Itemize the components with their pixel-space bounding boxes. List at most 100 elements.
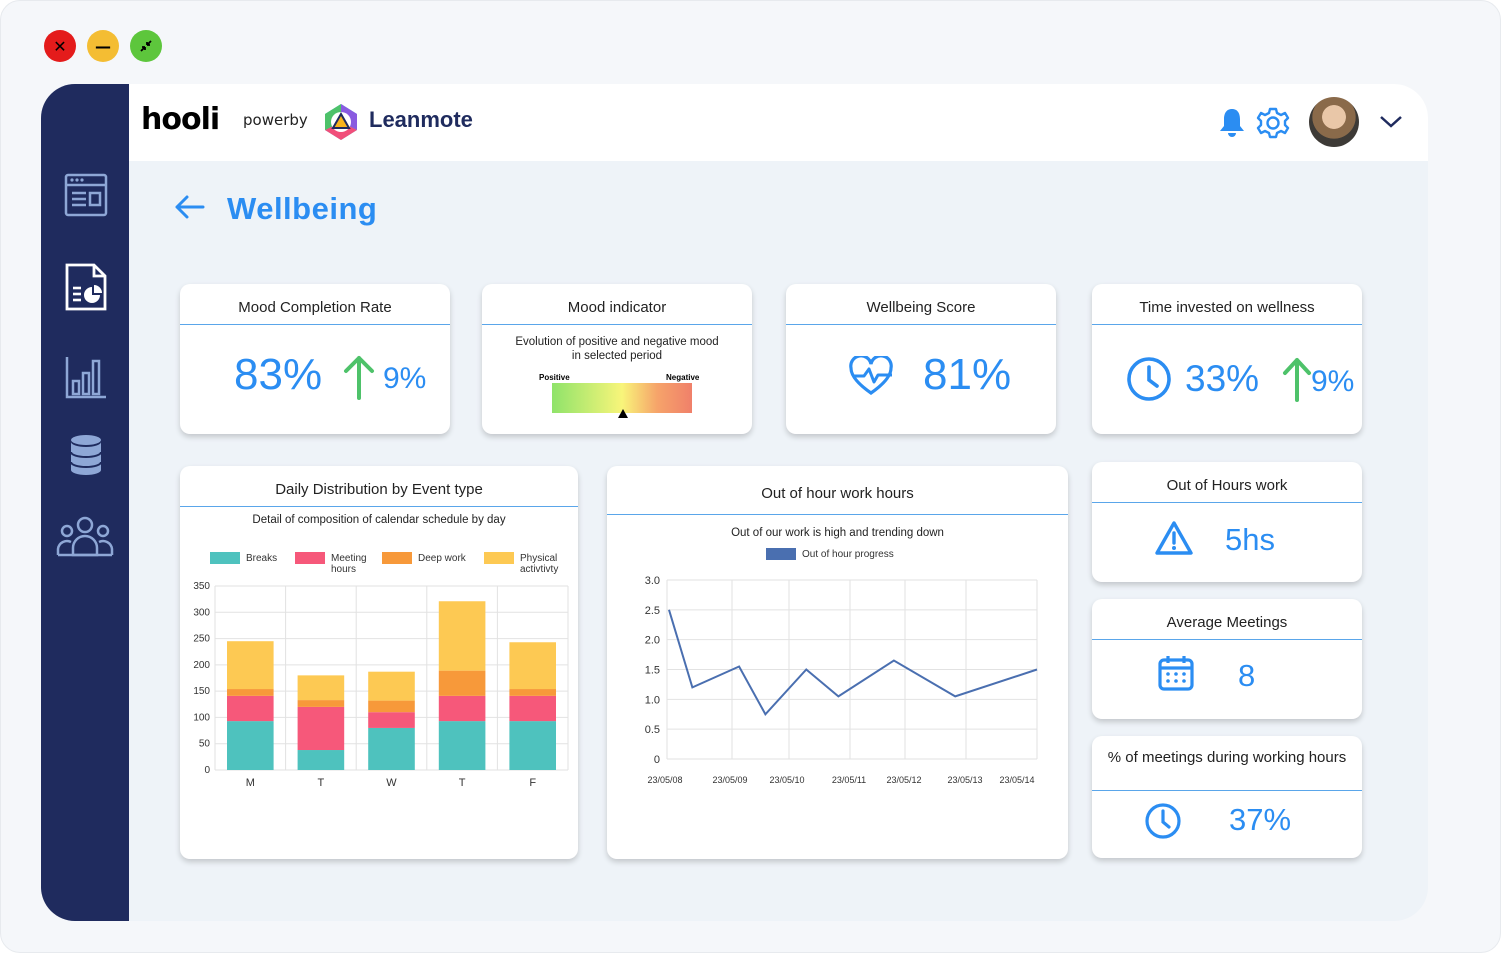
card-title: Average Meetings [1092, 599, 1362, 640]
card-subtitle: Evolution of positive and negative mood … [515, 336, 719, 362]
x-tick-label: 23/05/14 [999, 775, 1034, 785]
trend-up-arrow-icon [1283, 358, 1311, 402]
settings-gear-icon[interactable] [1256, 106, 1290, 140]
x-tick-label: F [529, 777, 536, 789]
sidebar-item-reports[interactable] [63, 263, 109, 311]
x-tick-label: 23/05/09 [712, 775, 747, 785]
minimize-window-button[interactable]: — [87, 30, 119, 62]
sidebar-item-analytics[interactable] [63, 354, 109, 400]
bar-segment [227, 689, 274, 696]
legend-swatch-meeting [295, 552, 325, 564]
series-line [668, 609, 1038, 716]
y-tick-label: 3.0 [645, 576, 660, 587]
y-tick-label: 200 [193, 660, 210, 671]
x-tick-label: W [386, 777, 397, 789]
y-tick-label: 0 [204, 765, 210, 776]
y-tick-label: 0 [654, 754, 660, 766]
bar-segment [227, 695, 274, 722]
legend-label: Out of hour progress [802, 549, 894, 560]
user-avatar[interactable] [1309, 97, 1359, 147]
x-tick-label: 23/05/12 [886, 775, 921, 785]
sidebar-item-team[interactable] [55, 514, 115, 560]
mood-marker-icon [618, 409, 628, 418]
chart-subtitle: Detail of composition of calendar schedu… [252, 514, 506, 526]
bar-segment [509, 689, 556, 696]
warning-triangle-icon [1155, 521, 1193, 555]
bar-segment [509, 721, 556, 770]
sidebar [41, 84, 129, 921]
legend-swatch-progress [766, 548, 796, 560]
time-wellness-card: Time invested on wellness 33% 9% [1092, 284, 1362, 434]
kpi-delta: 9% [383, 362, 427, 395]
chevron-down-icon[interactable] [1379, 114, 1403, 130]
stacked-bar-chart: 0 50 100 150 200 250 300 350 M T W T F [193, 581, 569, 789]
collapse-arrows-icon [140, 40, 152, 52]
kpi-value: 81% [923, 350, 1012, 399]
back-arrow-icon[interactable] [173, 194, 205, 220]
mood-indicator-card: Mood indicator Evolution of positive and… [482, 284, 752, 434]
kpi-delta: 9% [1311, 365, 1355, 398]
bar-segment [227, 721, 274, 770]
chart-subtitle: Out of our work is high and trending dow… [731, 527, 944, 539]
calendar-icon [1158, 656, 1194, 691]
y-tick-label: 0.5 [645, 724, 660, 736]
page-title: Wellbeing [227, 191, 378, 226]
y-tick-label: 100 [193, 712, 210, 723]
heart-pulse-icon [849, 356, 893, 395]
hooli-logo: hooli [141, 102, 220, 137]
clock-icon [1127, 357, 1171, 401]
x-tick-label: 23/05/08 [647, 775, 682, 785]
card-title: Mood indicator [482, 284, 752, 325]
x-tick-label: T [459, 777, 466, 789]
bar-segment [297, 706, 345, 751]
x-tick-label: T [318, 777, 325, 789]
close-window-button[interactable]: ✕ [44, 30, 76, 62]
legend-swatch-breaks [210, 552, 240, 564]
x-tick-label: 23/05/13 [947, 775, 982, 785]
fullscreen-window-button[interactable] [130, 30, 162, 62]
y-tick-label: 2.5 [645, 605, 660, 617]
y-tick-label: 50 [199, 739, 211, 750]
notification-bell-icon[interactable] [1216, 106, 1248, 138]
y-tick-label: 1.5 [645, 665, 660, 677]
meetings-working-hours-card: % of meetings during working hours 37% [1092, 736, 1362, 858]
x-tick-label: M [246, 777, 255, 789]
y-tick-label: 250 [193, 634, 210, 645]
bar-segment [368, 712, 415, 728]
negative-label: Negative [666, 373, 700, 382]
kpi-value: 8 [1238, 658, 1256, 693]
report-document-icon [65, 263, 107, 311]
clock-icon [1145, 803, 1181, 839]
kpi-value: 83% [234, 350, 323, 399]
legend-label: Meeting hours [331, 553, 367, 575]
card-title: Mood Completion Rate [180, 284, 450, 325]
bar-segment [438, 721, 486, 770]
y-tick-label: 1.0 [645, 694, 660, 706]
leanmote-logo-icon [325, 104, 357, 140]
bar-segment [509, 695, 556, 722]
sidebar-item-database[interactable] [63, 432, 109, 478]
bar-segment [438, 670, 486, 696]
y-tick-label: 150 [193, 686, 210, 697]
kpi-value: 37% [1229, 802, 1292, 837]
bar-segment [509, 642, 556, 690]
y-tick-label: 2.0 [645, 635, 660, 647]
card-title: Wellbeing Score [786, 284, 1056, 325]
legend-swatch-physical [484, 552, 514, 564]
bar-segment [297, 700, 345, 707]
legend-label: Breaks [246, 553, 278, 564]
bar-segment [438, 695, 486, 722]
bar-segment [368, 727, 415, 770]
card-title: Out of Hours work [1092, 462, 1362, 503]
card-title: Time invested on wellness [1092, 284, 1362, 325]
kpi-value: 5hs [1225, 522, 1275, 557]
bar-segment [297, 750, 345, 770]
sidebar-item-dashboard[interactable] [63, 172, 109, 218]
bar-segment [297, 675, 345, 701]
team-people-icon [56, 516, 114, 557]
leanmote-brand: Leanmote [369, 107, 473, 132]
bar-segment [368, 700, 415, 713]
legend-swatch-deep-work [382, 552, 412, 564]
daily-distribution-card: Daily Distribution by Event type Detail … [180, 466, 578, 859]
card-title: Out of hour work hours [607, 466, 1068, 515]
